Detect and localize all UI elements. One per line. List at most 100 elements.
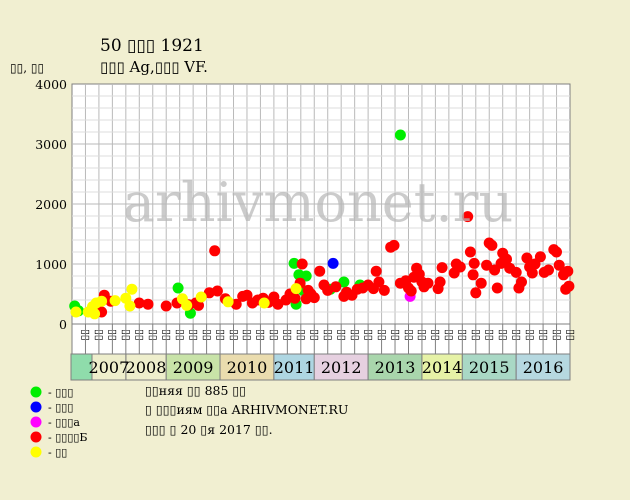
data-point (327, 257, 339, 269)
footer-line-3: ▯▯▯ ▯ 20 ▯я 2017 ▯▯. (145, 422, 273, 437)
year-band (461, 353, 517, 381)
data-point (373, 276, 385, 288)
data-point (501, 253, 512, 265)
y-axis-label: ▯▯, ▯▯ (10, 61, 44, 75)
year-tick-label: 2010 (227, 358, 268, 377)
year-tick-label: 2013 (375, 358, 416, 377)
data-point (308, 292, 320, 304)
data-point (172, 282, 184, 294)
y-tick-label: 3000 (35, 137, 67, 152)
data-point (290, 283, 302, 295)
data-point (434, 276, 446, 288)
data-point (133, 297, 145, 309)
data-point (209, 245, 221, 257)
data-point (300, 270, 312, 282)
data-point (405, 285, 417, 297)
legend-marker (30, 416, 42, 428)
year-tick-label: 2008 (126, 358, 167, 377)
data-point (481, 259, 493, 271)
y-tick-label: 0 (59, 317, 67, 332)
data-point (181, 299, 193, 311)
data-point (222, 296, 234, 308)
data-point (338, 276, 350, 288)
legend-marker (30, 446, 42, 458)
data-point (89, 308, 101, 320)
data-point (468, 257, 480, 269)
plot-area: 01000200030004000▯▯▯▯▯▯▯▯▯▯▯▯▯▯▯▯▯▯▯▯▯▯▯… (35, 77, 576, 381)
data-point (534, 251, 546, 263)
y-tick-label: 1000 (35, 257, 67, 272)
year-tick-label: 2014 (422, 358, 463, 377)
data-point (394, 129, 406, 141)
data-point (563, 280, 575, 292)
data-point (454, 261, 466, 273)
footer-line-2: ▯ ▯▯▯иям ▯▯а ARHIVMONET.RU (145, 402, 348, 417)
data-point (526, 267, 538, 279)
legend-label: - ▯▯▯ (48, 386, 73, 399)
footer-line-1: ▯▯няя ▯▯ 885 ▯▯ (145, 383, 246, 398)
year-band (313, 353, 369, 381)
year-band-2007 (91, 353, 127, 381)
data-point (272, 298, 284, 310)
chart-title: 50 ▯▯▯ 1921 (100, 36, 204, 56)
data-point (486, 239, 498, 251)
year-band (165, 353, 221, 381)
legend-label: - ▯▯▯▯Б (48, 431, 88, 444)
quarter-strip (71, 323, 571, 355)
data-point (370, 265, 382, 277)
data-point (388, 239, 400, 251)
data-point (195, 291, 207, 303)
legend: - ▯▯▯ - ▯▯▯ - ▯▯▯а - ▯▯▯▯Б - ▯▯ (30, 386, 88, 459)
legend-label: - ▯▯▯ (48, 401, 73, 414)
year-tick-label: 2007 (89, 358, 130, 377)
data-point (330, 281, 342, 293)
data-point (491, 282, 503, 294)
data-point (109, 295, 121, 307)
data-point (296, 258, 308, 270)
data-point (436, 262, 448, 274)
y-tick-label: 4000 (35, 77, 67, 92)
legend-label: - ▯▯ (48, 446, 67, 459)
data-point (126, 283, 138, 295)
data-point (124, 300, 136, 312)
data-point (467, 269, 479, 281)
year-band (421, 353, 463, 381)
data-point (553, 259, 565, 271)
chart-subtitle: ▯▯▯ Ag,▯▯▯ VF. (100, 58, 208, 76)
data-point (464, 246, 476, 258)
data-point (142, 298, 154, 310)
data-point (543, 264, 554, 276)
legend-label: - ▯▯▯а (48, 416, 80, 429)
legend-marker (30, 401, 42, 413)
data-point (422, 277, 434, 289)
data-point (562, 265, 574, 277)
legend-marker (30, 386, 42, 398)
data-point (314, 265, 326, 277)
data-point (160, 300, 172, 312)
data-point (470, 287, 482, 299)
data-point (193, 299, 204, 311)
data-point (258, 297, 270, 309)
quarter-tick-label: ▯▯ (564, 329, 576, 341)
data-point (378, 284, 390, 296)
year-tick-label: 2015 (469, 358, 510, 377)
year-tick-label: 2011 (274, 358, 315, 377)
data-point (289, 292, 301, 304)
data-point (96, 295, 108, 307)
data-point (462, 211, 474, 223)
data-point (521, 252, 533, 264)
data-point (288, 257, 300, 269)
data-point (510, 266, 522, 278)
data-point (475, 277, 487, 289)
data-point (70, 306, 82, 318)
year-band (515, 353, 571, 381)
y-tick-label: 2000 (35, 197, 67, 212)
data-point (211, 285, 223, 297)
data-point (551, 246, 562, 258)
year-tick-label: 2009 (173, 358, 214, 377)
legend-marker (30, 431, 42, 443)
watermark: arhivmonet.ru (123, 171, 513, 234)
data-point (516, 276, 527, 288)
year-tick-label: 2016 (523, 358, 564, 377)
